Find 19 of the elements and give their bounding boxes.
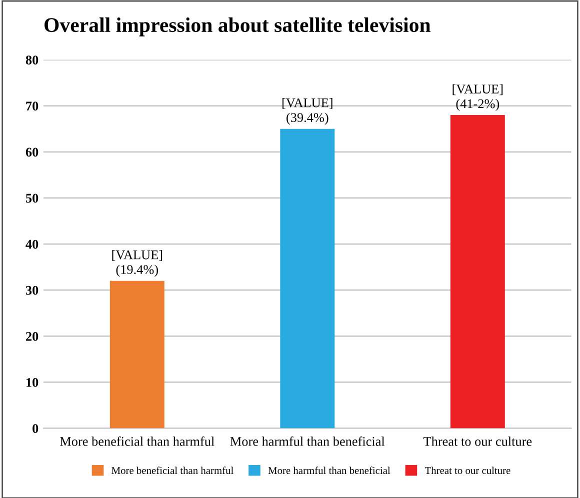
y-tick-label: 60 xyxy=(26,148,38,157)
y-tick-label: 10 xyxy=(26,378,38,387)
chart-title: Overall impression about satellite television xyxy=(44,17,431,36)
y-tick-label: 70 xyxy=(26,102,38,111)
x-tick-label: More beneficial than harmful xyxy=(60,436,214,446)
x-tick-label: More harmful than beneficial xyxy=(230,436,385,446)
annotation: [VALUE] (19.4%) xyxy=(112,250,162,277)
y-tick-label: 80 xyxy=(26,56,38,64)
legend-label: More harmful than beneficial xyxy=(268,466,390,474)
y-tick-label: 40 xyxy=(26,240,38,249)
y-tick-label: 50 xyxy=(26,194,38,203)
y-tick-label: 20 xyxy=(26,332,38,341)
annotation: [VALUE] (41-2%) xyxy=(452,84,503,111)
legend-label: Threat to our culture xyxy=(424,466,510,474)
x-tick-label: Threat to our culture xyxy=(423,436,532,446)
annotation: [VALUE] (39.4%) xyxy=(282,98,332,125)
y-tick-label: 30 xyxy=(26,286,38,295)
y-tick-label: 0 xyxy=(32,424,38,433)
legend-label: More beneficial than harmful xyxy=(112,466,234,474)
